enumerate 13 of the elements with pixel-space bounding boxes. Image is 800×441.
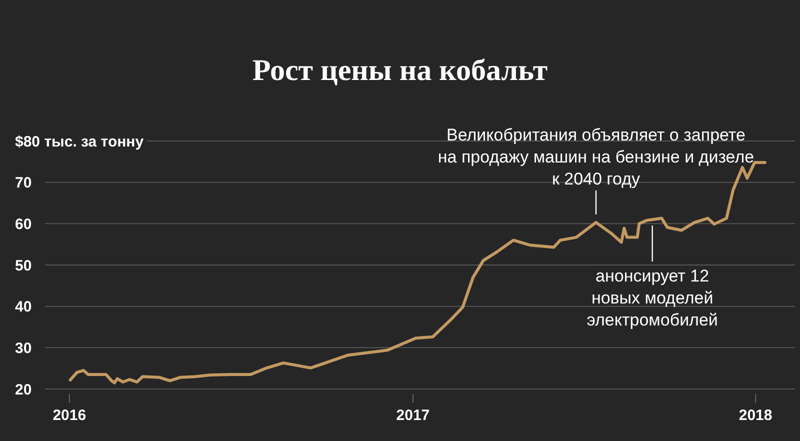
x-tick-label: 2018	[738, 407, 772, 424]
y-tick-label: 40	[15, 298, 32, 316]
y-tick-label: $80 тыс. за тонну	[15, 133, 144, 150]
annotation: анонсирует 12 новых моделей электромобилей	[586, 266, 718, 330]
y-tick-label: 60	[15, 216, 32, 233]
y-tick-label: 20	[15, 381, 32, 398]
y-tick-label: 70	[15, 174, 32, 192]
y-tick-label: 30	[15, 340, 32, 357]
x-tick-label: 2016	[52, 407, 86, 424]
x-tick-label: 2017	[396, 407, 430, 424]
y-tick-label: 50	[15, 257, 32, 274]
chart-title: Рост цены на кобальт	[252, 54, 548, 87]
annotation: Великобритания объявляет о запрете на продажу машин на бензине и дизеле к 2040 году	[438, 125, 754, 188]
